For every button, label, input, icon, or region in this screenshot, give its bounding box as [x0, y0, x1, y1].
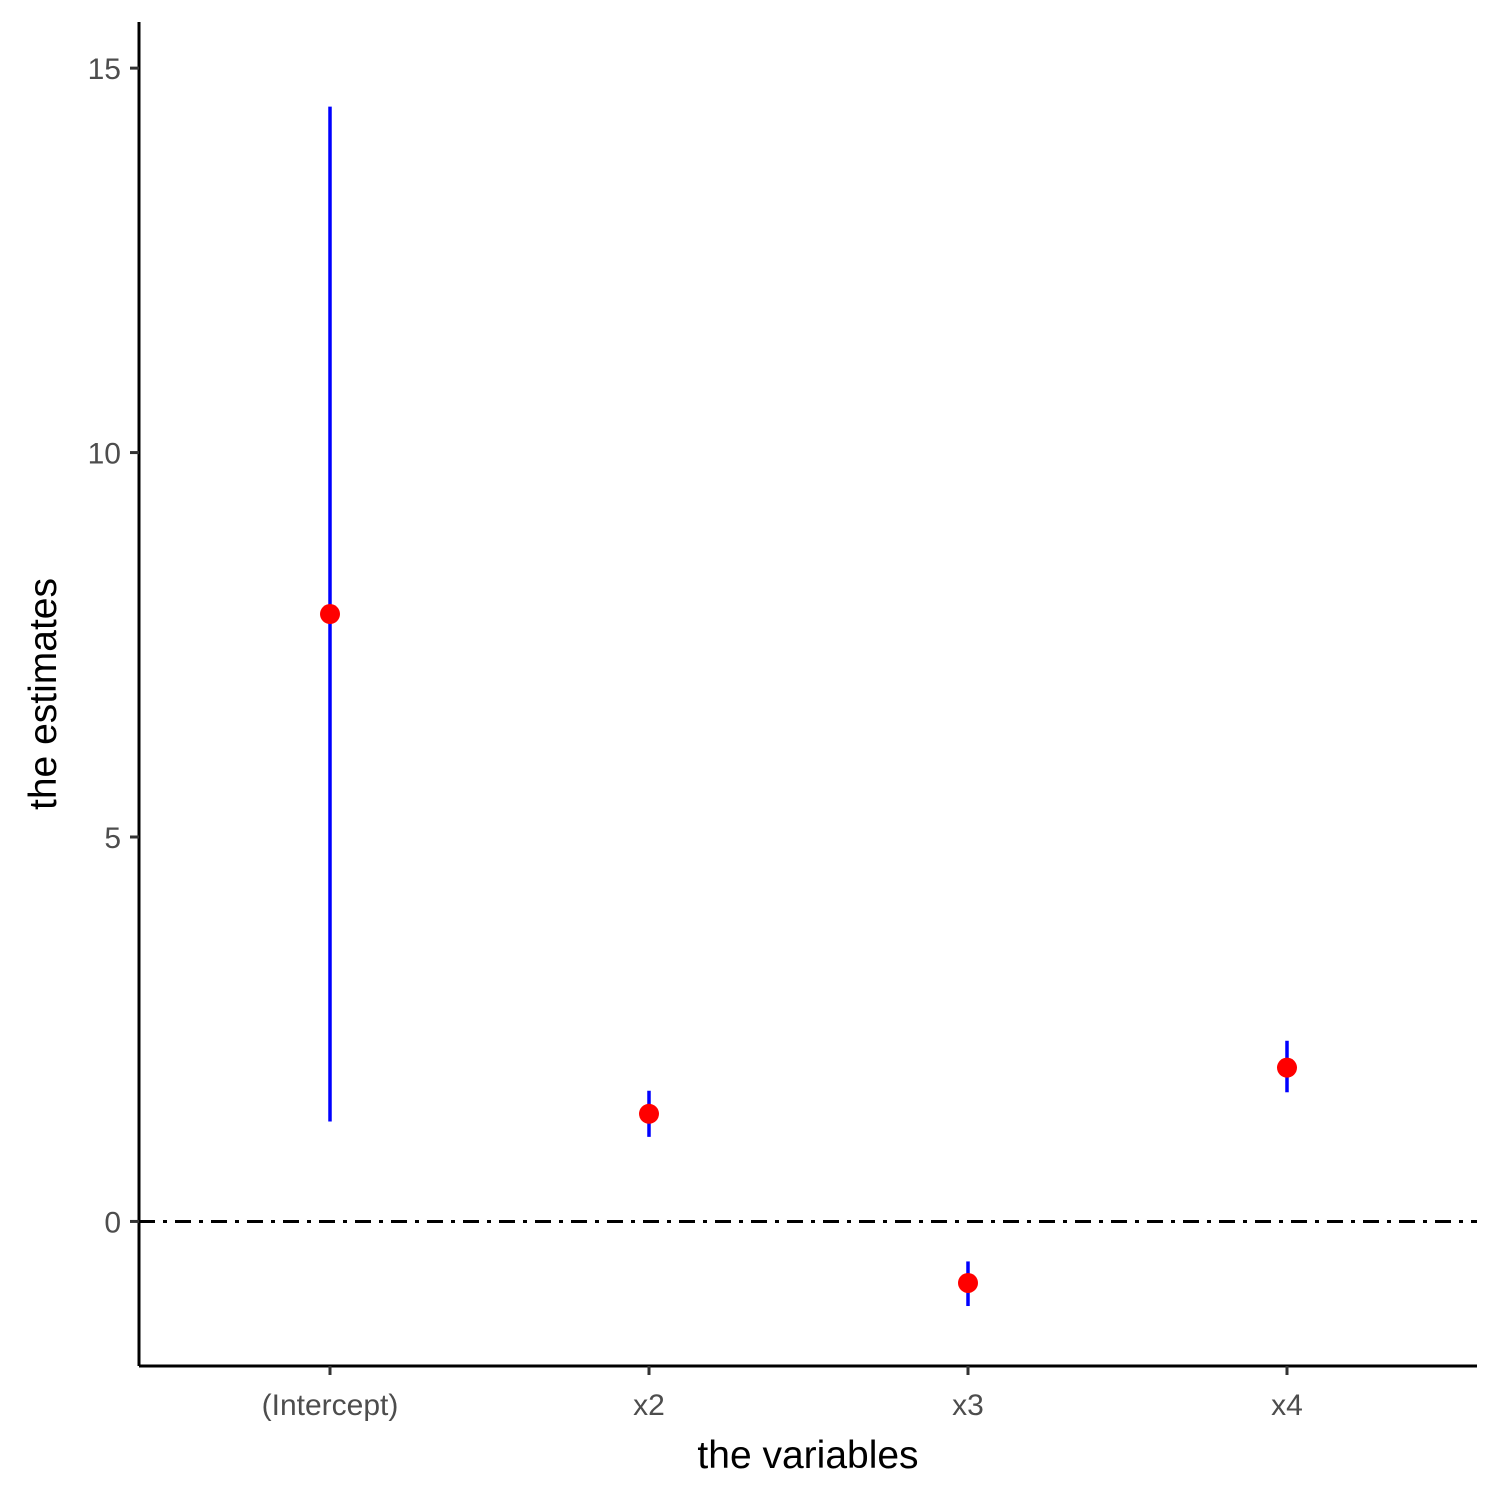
y-axis-title: the estimates: [22, 578, 65, 810]
x-ticks-group: (Intercept) x2 x3 x4: [262, 1366, 1303, 1422]
axes-group: [137, 22, 1477, 1368]
x-tick-label-3: x4: [1271, 1389, 1303, 1422]
y-tick-label-0: 0: [104, 1206, 121, 1239]
y-tick-label-1: 5: [104, 822, 121, 855]
point-2: [958, 1272, 978, 1293]
y-ticks-group: 0 5 10 15: [88, 53, 139, 1239]
y-tick-label-2: 10: [88, 438, 121, 471]
x-tick-label-0: (Intercept): [262, 1389, 399, 1422]
point-0: [320, 604, 340, 625]
point-1: [639, 1103, 659, 1124]
point-group: [320, 604, 1297, 1293]
x-tick-label-2: x3: [952, 1389, 984, 1422]
x-tick-label-1: x2: [633, 1389, 665, 1422]
point-3: [1277, 1057, 1297, 1078]
y-tick-label-3: 15: [88, 53, 121, 86]
x-axis-title: the variables: [697, 1434, 918, 1477]
interval-group: [328, 106, 1289, 1307]
